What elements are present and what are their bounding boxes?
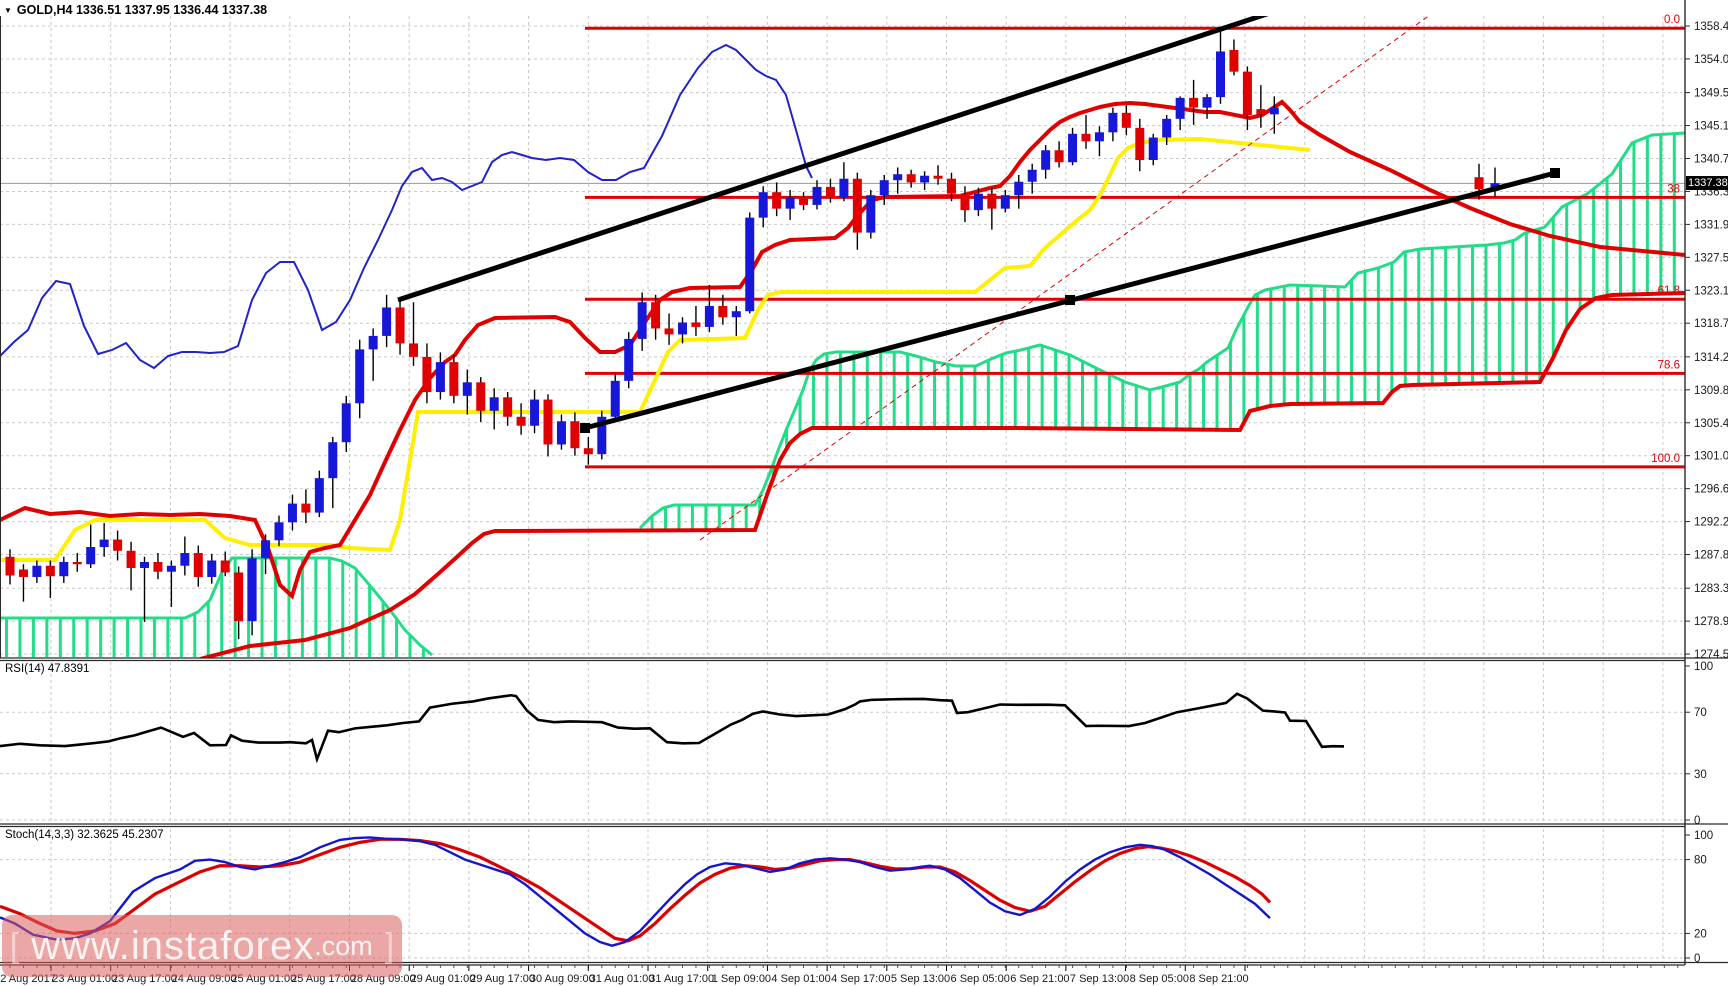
- time-tick-label: 29 Aug 01:00: [410, 973, 475, 985]
- fib-level-label: 38: [1667, 183, 1680, 195]
- price-tick-label: 1305.40: [1694, 418, 1728, 430]
- grid-lines: [0, 16, 1685, 962]
- stoch-tick-label: 100: [1694, 830, 1713, 842]
- chart-title: GOLD,H4 1336.51 1337.95 1336.44 1337.38: [16, 3, 268, 17]
- trendline-objects[interactable]: [397, 2, 1560, 541]
- rsi-tick-label: 70: [1694, 707, 1707, 719]
- symbol-dropdown-icon[interactable]: ▼: [4, 5, 12, 15]
- price-tick-label: 1358.40: [1694, 21, 1728, 33]
- price-tick-label: 1274.50: [1694, 649, 1728, 661]
- stoch-indicator-label: Stoch(14,3,3) 32.3625 45.2307: [5, 829, 164, 841]
- fib-level-label: 61.8: [1658, 285, 1680, 297]
- watermark-suffix: .com: [314, 930, 373, 961]
- ichimoku-cloud: [0, 131, 1685, 658]
- price-tick-label: 1323.10: [1694, 285, 1728, 297]
- price-tick-label: 1331.90: [1694, 219, 1728, 231]
- time-tick-label: 7 Sep 13:00: [1070, 973, 1129, 985]
- rsi-tick-label: 0: [1694, 815, 1700, 827]
- price-tick-label: 1318.70: [1694, 318, 1728, 330]
- price-tick-label: 1327.50: [1694, 252, 1728, 264]
- fib-level-label: 100.0: [1651, 453, 1680, 465]
- time-tick-label: 5 Sep 13:00: [891, 973, 950, 985]
- rsi-panel: [0, 692, 1345, 764]
- watermark-bracket-left: [: [9, 926, 20, 965]
- stochastic-panel: [0, 836, 1272, 947]
- time-tick-label: 31 Aug 17:00: [649, 973, 714, 985]
- fibonacci-levels[interactable]: 0.0 38 61.8 78.6 100.0: [585, 14, 1685, 469]
- time-tick-label: 4 Sep 01:00: [771, 973, 830, 985]
- price-tick-label: 1283.30: [1694, 583, 1728, 595]
- price-tick-label: 1345.10: [1694, 121, 1728, 133]
- chart-title-bar: ▼ GOLD,H4 1336.51 1337.95 1336.44 1337.3…: [4, 3, 267, 17]
- time-tick-label: 30 Aug 09:00: [530, 973, 595, 985]
- time-tick-label: 31 Aug 01:00: [590, 973, 655, 985]
- time-tick-label: 1 Sep 09:00: [712, 973, 771, 985]
- price-tick-label: 1309.80: [1694, 385, 1728, 397]
- stoch-tick-label: 0: [1694, 953, 1700, 965]
- stoch-tick-label: 80: [1694, 855, 1707, 867]
- rsi-tick-label: 100: [1694, 661, 1713, 673]
- price-tick-label: 1278.90: [1694, 616, 1728, 628]
- watermark-bracket-right: ]: [384, 926, 395, 965]
- price-tick-label: 1287.80: [1694, 550, 1728, 562]
- watermark-text: www.instaforex: [31, 923, 315, 968]
- time-tick-label: 6 Sep 05:00: [951, 973, 1010, 985]
- time-tick-label: 8 Sep 05:00: [1130, 973, 1189, 985]
- time-tick-label: 6 Sep 21:00: [1010, 973, 1069, 985]
- time-tick-label: 4 Sep 17:00: [831, 973, 890, 985]
- rsi-indicator-label: RSI(14) 47.8391: [5, 663, 90, 675]
- fib-level-label: 0.0: [1664, 14, 1680, 26]
- price-tick-label: 1349.50: [1694, 88, 1728, 100]
- price-tick-label: 1354.00: [1694, 54, 1728, 66]
- fib-level-label: 78.6: [1658, 359, 1680, 371]
- price-tick-label: 1292.20: [1694, 517, 1728, 529]
- axes-labels: 1358.401354.001349.501345.101340.701336.…: [0, 21, 1728, 985]
- instaforex-watermark: [ www.instaforex .com ]: [2, 915, 402, 977]
- price-tick-label: 1314.20: [1694, 352, 1728, 364]
- price-tick-label: 1340.70: [1694, 154, 1728, 166]
- price-tick-label: 1301.00: [1694, 451, 1728, 463]
- last-price-tag: 1337.38: [1686, 176, 1728, 190]
- price-tick-label: 1296.60: [1694, 484, 1728, 496]
- time-tick-label: 29 Aug 17:00: [470, 973, 535, 985]
- stoch-tick-label: 20: [1694, 928, 1707, 940]
- rsi-tick-label: 30: [1694, 769, 1707, 781]
- time-tick-label: 8 Sep 21:00: [1189, 973, 1248, 985]
